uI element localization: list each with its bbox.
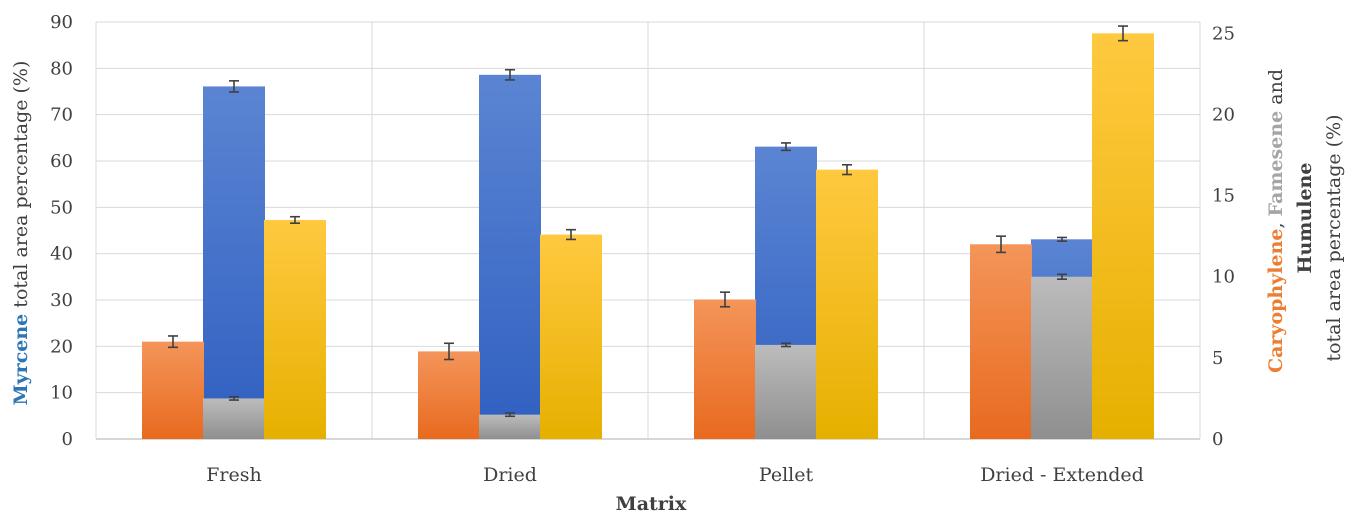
left-tick-label: 60 bbox=[50, 151, 73, 172]
bar-famesene bbox=[1031, 276, 1093, 439]
right-tick-label: 25 bbox=[1212, 23, 1235, 44]
error-bar-myrcene bbox=[229, 80, 239, 93]
error-bar-caryophylene bbox=[444, 342, 454, 361]
right-axis-label-line1: Caryophylene, Famesene and bbox=[1265, 63, 1287, 373]
right-axis-label-famesene: Famesene bbox=[1265, 111, 1287, 217]
right-axis-label-caryophylene: Caryophylene bbox=[1265, 229, 1287, 374]
right-axis-label-line3: total area percentage (%) bbox=[1323, 114, 1345, 361]
category-label: Pellet bbox=[759, 464, 814, 486]
left-tick-label: 70 bbox=[50, 105, 73, 126]
left-tick-label: 90 bbox=[50, 12, 73, 33]
bar-famesene bbox=[755, 344, 817, 439]
category-label: Fresh bbox=[206, 464, 262, 486]
bar-famesene bbox=[203, 398, 265, 439]
error-bar-humulene bbox=[1118, 25, 1128, 42]
error-bar-famesene bbox=[229, 396, 239, 401]
left-tick-label: 0 bbox=[62, 429, 73, 450]
x-axis-label: Matrix bbox=[616, 493, 687, 515]
right-axis-ticks: 0 5 10 15 20 25 bbox=[1212, 23, 1235, 450]
bar-myrcene bbox=[203, 86, 265, 440]
right-axis-label-sep2: and bbox=[1265, 63, 1287, 111]
right-tick-label: 20 bbox=[1212, 104, 1235, 125]
error-bar-humulene bbox=[290, 215, 300, 224]
bar-humulene bbox=[540, 234, 602, 439]
right-tick-label: 0 bbox=[1212, 429, 1223, 450]
right-tick-label: 5 bbox=[1212, 348, 1223, 369]
left-tick-label: 50 bbox=[50, 197, 73, 218]
error-bar-caryophylene bbox=[168, 335, 178, 349]
right-axis-label-sep1: , bbox=[1265, 216, 1287, 228]
right-axis-label-humulene: Humulene bbox=[1294, 163, 1316, 274]
left-tick-label: 30 bbox=[50, 290, 73, 311]
bar-famesene bbox=[479, 414, 541, 439]
bar-myrcene bbox=[479, 74, 541, 439]
error-bar-caryophylene bbox=[720, 291, 730, 308]
bars bbox=[142, 33, 1154, 440]
category-label: Dried - Extended bbox=[980, 464, 1144, 486]
error-bar-humulene bbox=[842, 163, 852, 176]
left-axis-ticks: 0 10 20 30 40 50 60 70 80 90 bbox=[50, 12, 73, 450]
error-bar-caryophylene bbox=[996, 235, 1006, 254]
error-bar-famesene bbox=[505, 412, 515, 418]
error-bar-famesene bbox=[1057, 273, 1067, 280]
bar-caryophylene bbox=[418, 351, 480, 439]
left-axis-label: Myrcene total area percentage (%) bbox=[10, 61, 32, 406]
error-bar-myrcene bbox=[1057, 236, 1067, 242]
left-tick-label: 40 bbox=[50, 244, 73, 265]
bar-humulene bbox=[264, 219, 326, 439]
left-tick-label: 80 bbox=[50, 58, 73, 79]
category-label: Dried bbox=[483, 464, 537, 486]
bar-caryophylene bbox=[694, 299, 756, 439]
right-tick-label: 15 bbox=[1212, 186, 1235, 207]
left-axis-label-rest: total area percentage (%) bbox=[10, 61, 32, 314]
bar-humulene bbox=[1092, 33, 1154, 440]
bar-caryophylene bbox=[970, 244, 1032, 439]
error-bar-myrcene bbox=[781, 142, 791, 152]
error-bars bbox=[168, 25, 1128, 418]
bar-humulene bbox=[816, 169, 878, 440]
error-bar-myrcene bbox=[505, 68, 515, 81]
bar-caryophylene bbox=[142, 341, 204, 439]
error-bar-humulene bbox=[566, 228, 576, 241]
right-tick-label: 10 bbox=[1212, 267, 1235, 288]
left-tick-label: 10 bbox=[50, 383, 73, 404]
left-tick-label: 20 bbox=[50, 336, 73, 357]
category-labels: Fresh Dried Pellet Dried - Extended bbox=[206, 464, 1144, 486]
error-bar-famesene bbox=[781, 342, 791, 348]
left-axis-label-bold: Myrcene bbox=[10, 314, 32, 406]
